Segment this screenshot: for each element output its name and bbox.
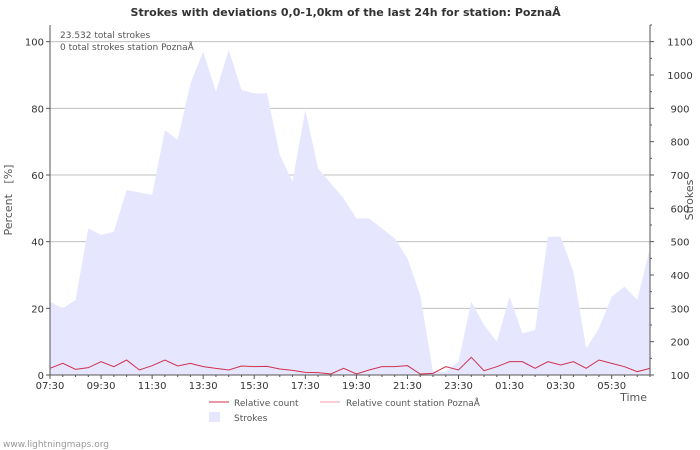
strokes-area	[50, 50, 650, 375]
right-tick-label-0: 100	[670, 371, 689, 382]
x-tick-label-1: 09:30	[87, 381, 116, 392]
legend: Relative count Relative count station Po…	[209, 397, 487, 424]
right-axis: 100 200 300 400 500 600 700 800 900 1000 1100	[649, 24, 693, 382]
x-tick-label-9: 01:30	[495, 381, 524, 392]
right-axis-label: Strokes	[683, 179, 696, 220]
annotations: 23.532 total strokes 0 total strokes sta…	[60, 31, 201, 53]
site-credit: www.lightningmaps.org	[3, 440, 109, 450]
x-tick-label-5: 17:30	[291, 381, 320, 392]
right-tick-label-8: 900	[670, 104, 689, 115]
left-tick-label-0: 0	[38, 371, 44, 382]
left-axis-label: Percent [%]	[2, 165, 15, 236]
legend-strokes-label: Strokes	[234, 414, 268, 424]
x-tick-label-6: 19:30	[342, 381, 371, 392]
right-tick-label-1: 200	[670, 338, 689, 349]
legend-station-count-label: Relative count station PoznaÅ	[346, 397, 487, 409]
station-strokes-annotation: 0 total strokes station PoznaÅ	[60, 41, 201, 53]
right-tick-label-4: 500	[670, 238, 689, 249]
left-tick-label-5: 100	[25, 38, 44, 49]
right-tick-label-10: 1100	[667, 38, 692, 49]
x-tick-label-2: 11:30	[138, 381, 167, 392]
plot-area	[49, 41, 651, 376]
x-tick-label-7: 21:30	[393, 381, 422, 392]
right-tick-label-6: 700	[670, 171, 689, 182]
right-tick-label-2: 300	[670, 304, 689, 315]
left-axis: 0 20 40 60 80 100	[25, 25, 51, 382]
x-axis: 07:30 09:30 11:30 13:30 15:30 17:30 19:30 21:30…	[36, 374, 651, 392]
x-tick-label-0: 07:30	[36, 381, 65, 392]
right-tick-label-7: 800	[670, 138, 689, 149]
chart-title: Strokes with deviations 0,0-1,0km of the…	[131, 6, 570, 19]
legend-relative-count-label: Relative count	[234, 399, 299, 409]
right-tick-label-3: 400	[670, 271, 689, 282]
x-tick-label-11: 05:30	[597, 381, 626, 392]
left-tick-label-3: 60	[31, 171, 44, 182]
legend-strokes-swatch	[209, 412, 220, 422]
left-tick-label-4: 80	[31, 104, 44, 115]
x-tick-label-3: 13:30	[189, 381, 218, 392]
x-tick-label-4: 15:30	[240, 381, 269, 392]
right-tick-label-9: 1000	[667, 71, 692, 82]
relative-count-line	[49, 356, 651, 375]
total-strokes-annotation: 23.532 total strokes	[60, 31, 150, 41]
left-tick-label-1: 20	[31, 304, 44, 315]
x-axis-label: Time	[619, 391, 647, 404]
left-tick-label-2: 40	[31, 238, 44, 249]
right-tick-label-5: 600	[670, 204, 689, 215]
x-tick-label-10: 03:30	[546, 381, 575, 392]
x-tick-label-8: 23:30	[444, 381, 473, 392]
